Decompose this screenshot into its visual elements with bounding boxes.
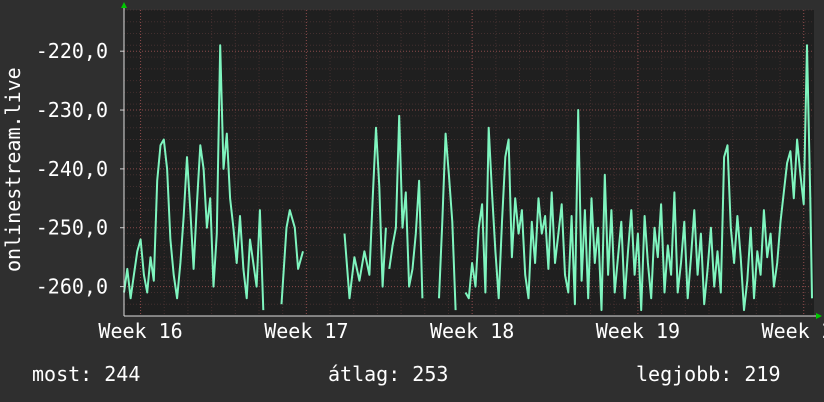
stat-average: átlag: 253: [328, 362, 449, 386]
chart: -220,0-230,0-240,0-250,0-260,0 Week 16 We…: [1, 2, 824, 343]
x-tick-label: Week 19: [596, 319, 680, 343]
y-tick-label: -240,0: [36, 157, 108, 181]
y-tick-label: -220,0: [36, 39, 108, 63]
y-tick-label: -250,0: [36, 216, 108, 240]
x-tick-labels: Week 16 Week 17 Week 18 Week 19 Week 20: [98, 319, 824, 343]
series-line: [280, 209, 304, 305]
y-axis-arrow: [121, 2, 127, 8]
x-tick-label: Week 18: [430, 319, 514, 343]
x-axis-arrow: [816, 313, 822, 319]
x-tick-label: Week 20: [762, 319, 824, 343]
series-layer: [123, 44, 813, 312]
x-tick-label: Week 16: [98, 319, 182, 343]
series-line: [123, 44, 265, 311]
y-axis-label: onlinestream.live: [1, 67, 25, 272]
axes: [121, 2, 822, 319]
grid: [124, 9, 812, 317]
x-tick-label: Week 17: [264, 319, 348, 343]
y-tick-labels: -220,0 -230,0 -240,0 -250,0 -260,0: [36, 39, 124, 299]
series-line: [438, 132, 457, 311]
series-line: [388, 114, 424, 299]
stat-best: legjobb: 219: [636, 362, 781, 386]
y-tick-label: -230,0: [36, 98, 108, 122]
stat-current: most: 244: [32, 362, 141, 386]
series-line: [343, 126, 387, 300]
series-line: [464, 44, 813, 312]
y-tick-label: -260,0: [36, 275, 108, 299]
